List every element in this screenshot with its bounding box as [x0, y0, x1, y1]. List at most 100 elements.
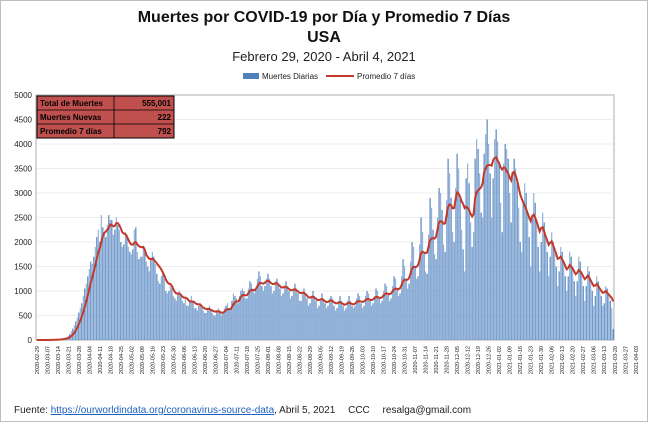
daily-bar	[450, 197, 452, 340]
daily-bar	[141, 256, 143, 340]
x-tick-label: 2020-05-16	[150, 346, 156, 374]
daily-bar	[108, 215, 110, 340]
daily-bar	[81, 303, 83, 340]
daily-bar	[584, 300, 586, 340]
daily-bar	[488, 144, 490, 340]
daily-bar	[578, 256, 580, 340]
daily-bar	[172, 295, 174, 340]
daily-bar	[85, 283, 87, 340]
daily-bar	[576, 281, 578, 340]
stats-value-new: 222	[158, 113, 172, 122]
daily-bar	[114, 229, 116, 340]
source-footer: Fuente: https://ourworldindata.org/coron…	[14, 405, 471, 416]
daily-bar	[304, 293, 307, 340]
daily-bar	[133, 229, 135, 340]
x-tick-label: 2021-04-03	[634, 346, 640, 374]
daily-bar	[187, 305, 189, 340]
daily-bar	[253, 293, 256, 340]
daily-bar	[384, 283, 386, 340]
daily-bar	[82, 295, 84, 340]
stats-label-avg: Promedio 7 días	[40, 127, 102, 136]
daily-bar	[461, 229, 463, 340]
daily-bar	[455, 188, 457, 340]
daily-bar	[258, 271, 260, 340]
x-tick-label: 2020-11-21	[434, 346, 440, 374]
daily-bar	[337, 300, 340, 340]
x-tick-label: 2021-03-06	[592, 346, 598, 374]
daily-bar	[554, 251, 556, 340]
daily-bar	[486, 119, 488, 340]
daily-bar	[190, 295, 192, 340]
daily-bar	[524, 183, 526, 340]
x-tick-label: 2020-03-07	[45, 346, 51, 374]
daily-bar	[346, 300, 349, 340]
daily-bar	[387, 293, 389, 340]
daily-bar	[401, 276, 403, 340]
y-tick-label: 500	[19, 312, 33, 321]
x-axis: 2020-02-29 2020-03-07 2020-03-14 2020-03-21…	[35, 346, 640, 374]
avg-line	[36, 155, 615, 341]
daily-bar	[503, 163, 505, 340]
source-link[interactable]: https://ourworldindata.org/coronavirus-s…	[50, 405, 275, 416]
daily-bar	[298, 300, 301, 340]
legend-avg-label: Promedio 7 días	[357, 72, 415, 81]
daily-bar	[265, 278, 268, 340]
daily-bar	[588, 271, 590, 340]
y-tick-label: 3500	[14, 165, 32, 174]
daily-bar	[364, 295, 367, 340]
daily-bar	[213, 315, 215, 340]
daily-bar	[467, 163, 469, 340]
daily-bar	[497, 141, 499, 340]
daily-bar	[252, 288, 254, 340]
daily-bar	[599, 288, 601, 340]
y-tick-label: 2000	[14, 238, 32, 247]
daily-bar	[171, 288, 173, 340]
daily-bar	[189, 300, 191, 340]
daily-bar	[515, 168, 517, 340]
daily-bar	[468, 183, 470, 340]
x-tick-label: 2020-10-31	[403, 346, 409, 374]
x-tick-label: 2020-04-18	[108, 346, 114, 374]
daily-bar	[244, 298, 246, 340]
daily-bar	[283, 286, 286, 340]
x-tick-label: 2020-10-03	[361, 346, 367, 374]
daily-bar	[240, 291, 242, 340]
daily-bar	[271, 293, 274, 340]
daily-bar	[279, 288, 281, 340]
daily-bar	[521, 251, 523, 340]
daily-bar	[84, 288, 86, 340]
daily-bar	[396, 288, 398, 340]
x-tick-label: 2021-02-27	[581, 346, 587, 374]
x-tick-label: 2020-04-25	[119, 346, 125, 374]
daily-bar	[492, 178, 494, 340]
daily-bar	[509, 193, 511, 340]
daily-bar	[183, 303, 185, 340]
daily-bar	[246, 298, 248, 340]
daily-bar	[237, 303, 239, 340]
x-tick-label: 2021-02-20	[571, 346, 577, 374]
daily-bar	[268, 278, 271, 340]
daily-bar	[313, 295, 316, 340]
x-tick-label: 2020-08-15	[287, 346, 293, 374]
daily-bar	[441, 210, 443, 340]
daily-bar	[390, 298, 392, 340]
daily-bar	[238, 295, 240, 340]
daily-bar	[397, 295, 400, 340]
daily-bar	[608, 293, 610, 340]
daily-bar	[178, 291, 180, 340]
daily-bar	[94, 246, 96, 340]
x-tick-label: 2020-11-14	[424, 346, 430, 374]
x-tick-label: 2020-07-25	[255, 346, 261, 374]
daily-bar	[154, 264, 156, 340]
daily-bar	[138, 259, 140, 340]
daily-bar	[518, 207, 520, 340]
daily-bar	[447, 158, 449, 340]
daily-bar	[222, 313, 224, 340]
daily-bar	[132, 249, 134, 340]
daily-bar	[160, 276, 162, 340]
daily-bar	[345, 308, 347, 340]
daily-bar	[157, 281, 159, 340]
daily-bar	[336, 308, 338, 340]
x-tick-label: 2020-07-11	[234, 346, 240, 374]
daily-bar	[491, 217, 493, 340]
